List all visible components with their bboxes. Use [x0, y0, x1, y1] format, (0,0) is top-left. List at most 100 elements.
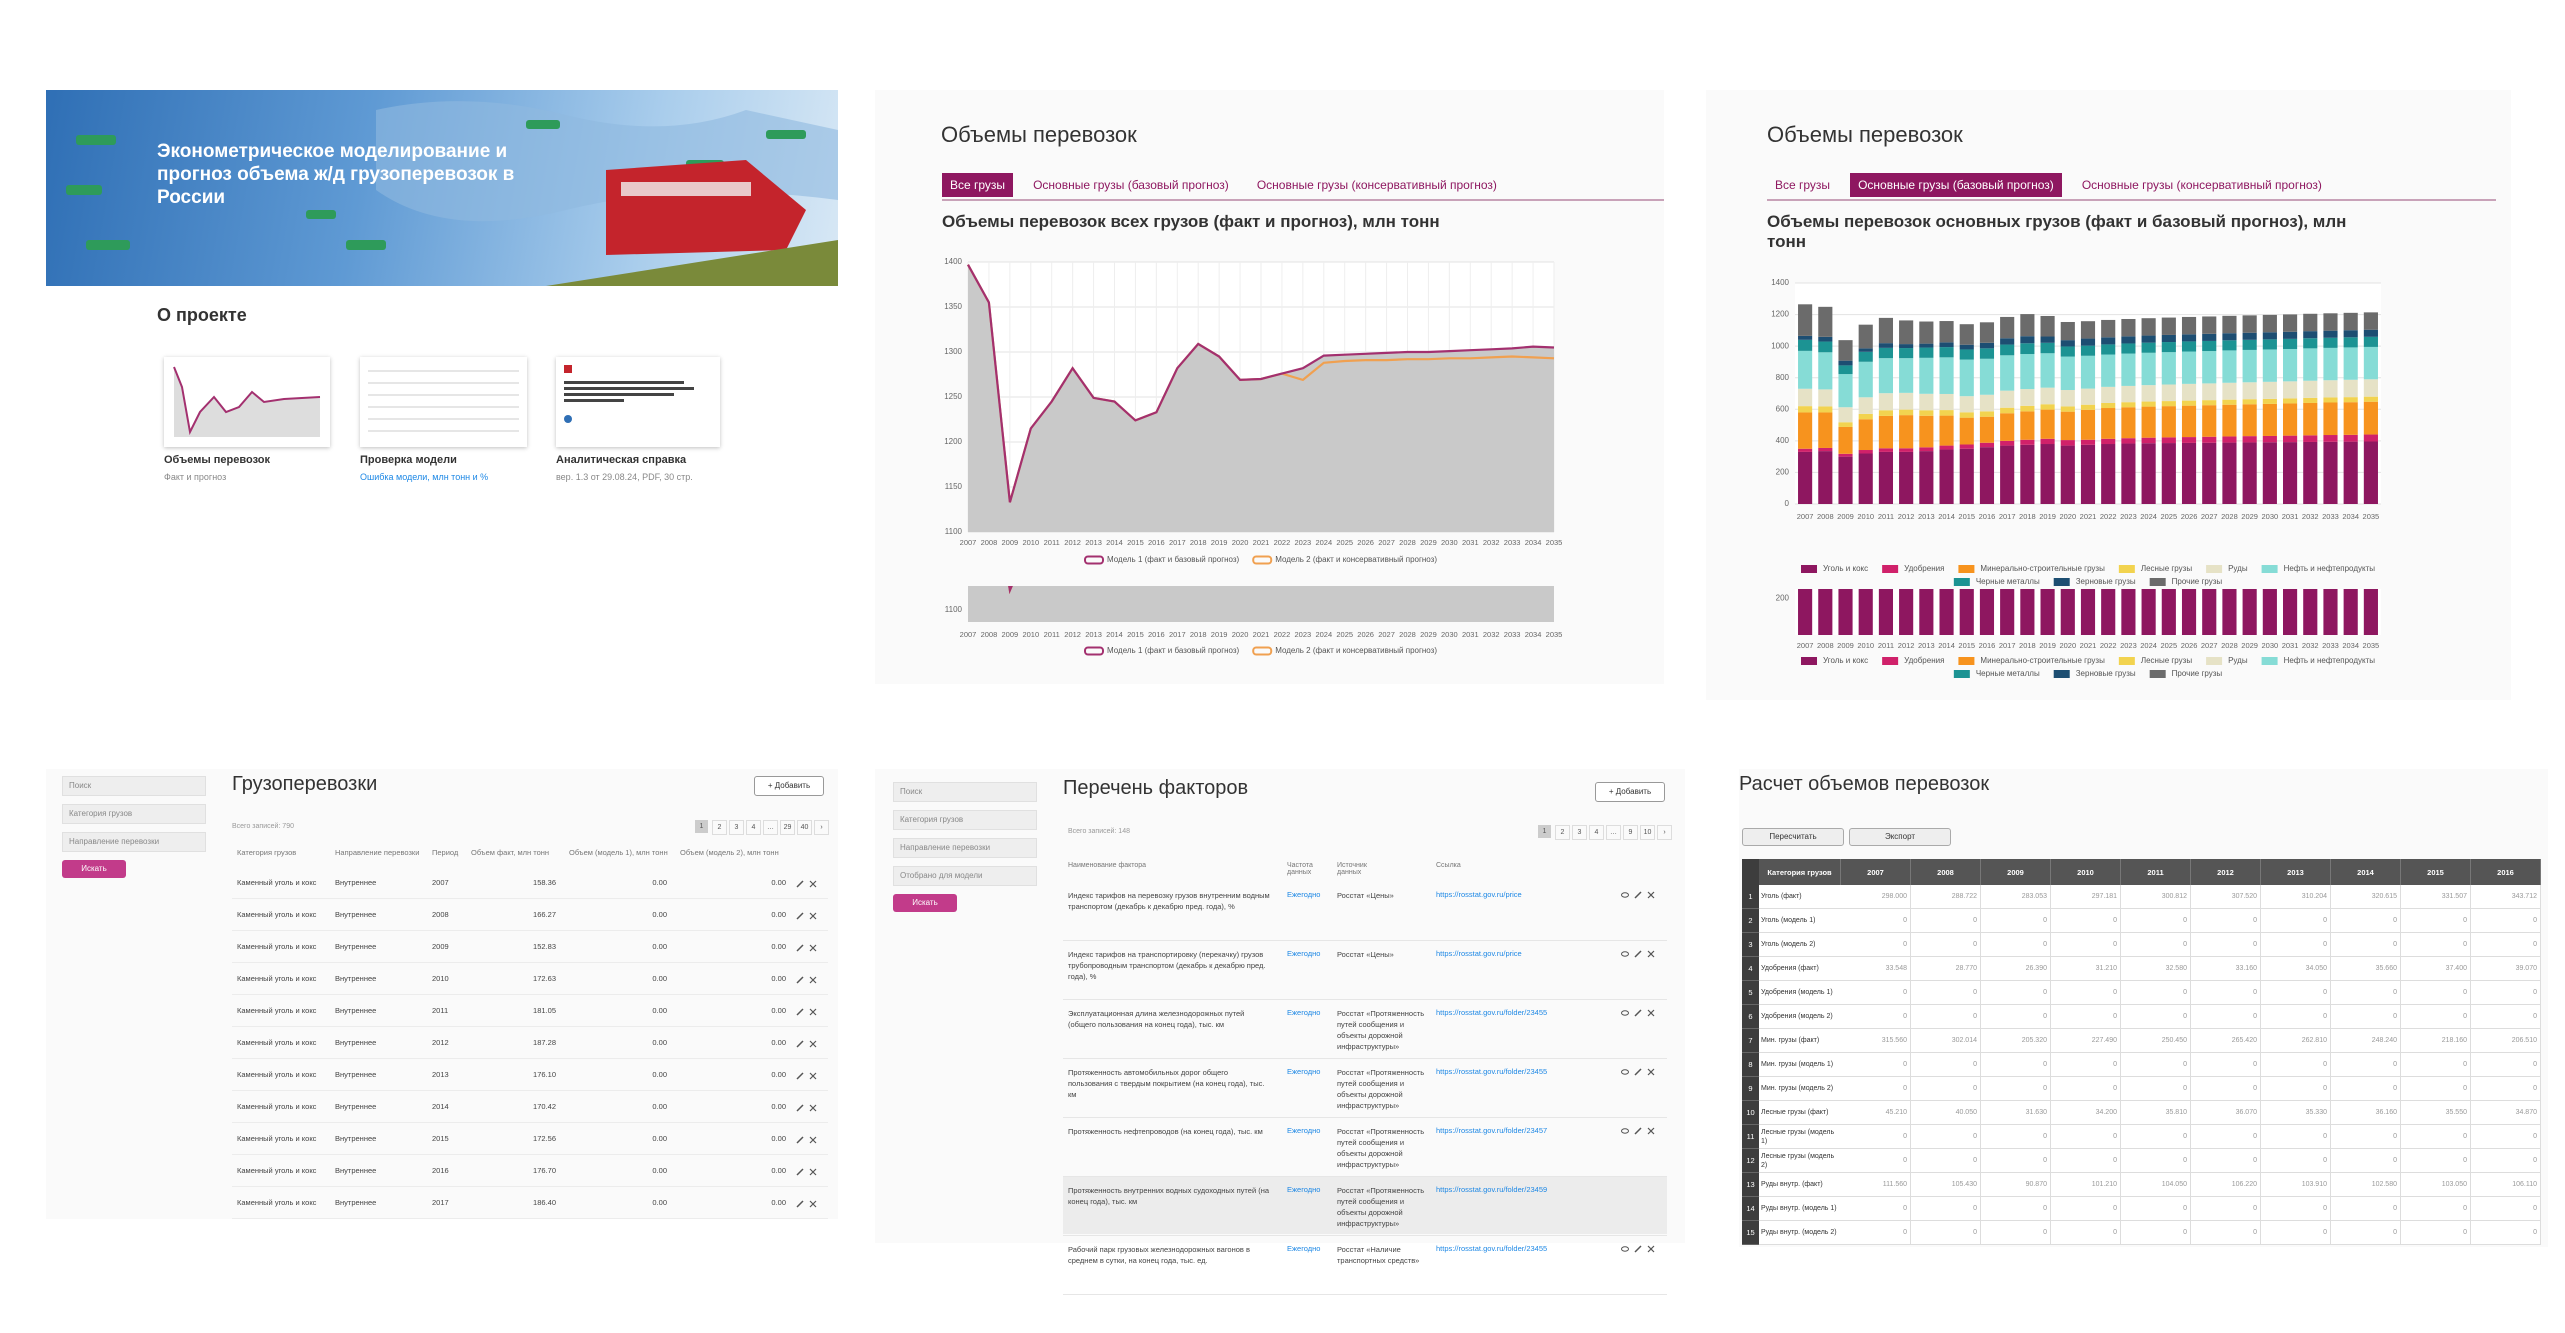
calc-cell[interactable]: 0 [2331, 1197, 2401, 1221]
calc-cell[interactable]: 106.220 [2191, 1173, 2261, 1197]
calc-cell[interactable]: 106.110 [2471, 1173, 2541, 1197]
factor-link[interactable]: https://rosstat.gov.ru/folder/23455 [1436, 1008, 1548, 1017]
page-link[interactable]: … [763, 820, 778, 835]
calc-cell[interactable]: 0 [2401, 1005, 2471, 1029]
filter-input[interactable]: Категория грузов [893, 810, 1037, 830]
calc-cell[interactable]: 40.050 [1911, 1101, 1981, 1125]
calc-cell[interactable]: 0 [1841, 1077, 1911, 1101]
calc-cell[interactable]: 0 [1981, 1221, 2051, 1245]
calc-cell[interactable]: 35.660 [2331, 957, 2401, 981]
calc-cell[interactable]: 0 [2401, 1077, 2471, 1101]
calc-cell[interactable]: 307.520 [2191, 885, 2261, 909]
calc-cell[interactable]: 0 [2401, 909, 2471, 933]
factor-link[interactable]: https://rosstat.gov.ru/price [1436, 890, 1522, 899]
calc-cell[interactable]: 0 [1841, 1221, 1911, 1245]
filter-input[interactable]: Направление перевозки [893, 838, 1037, 858]
tab[interactable]: Основные грузы (консервативный прогноз) [2081, 178, 2322, 192]
calc-cell[interactable]: 0 [2051, 1149, 2121, 1173]
page-link[interactable]: 4 [746, 820, 761, 835]
add-button[interactable]: + Добавить [754, 776, 824, 796]
calc-cell[interactable]: 248.240 [2331, 1029, 2401, 1053]
calc-cell[interactable]: 0 [1911, 1125, 1981, 1149]
calc-cell[interactable]: 103.050 [2401, 1173, 2471, 1197]
calc-cell[interactable]: 0 [2471, 1077, 2541, 1101]
page-link[interactable]: 4 [1589, 825, 1604, 840]
page-link[interactable]: 1 [1538, 825, 1551, 838]
calc-cell[interactable]: 0 [2121, 1197, 2191, 1221]
calc-cell[interactable]: 227.490 [2051, 1029, 2121, 1053]
filter-input[interactable]: Категория грузов [62, 804, 206, 824]
calc-cell[interactable]: 283.053 [1981, 885, 2051, 909]
page-link[interactable]: 3 [1572, 825, 1587, 840]
calc-cell[interactable]: 103.910 [2261, 1173, 2331, 1197]
calc-cell[interactable]: 300.812 [2121, 885, 2191, 909]
calc-cell[interactable]: 0 [2401, 1197, 2471, 1221]
calc-cell[interactable]: 205.320 [1981, 1029, 2051, 1053]
calc-button[interactable]: Пересчитать [1742, 828, 1844, 846]
calc-cell[interactable]: 0 [1911, 981, 1981, 1005]
calc-cell[interactable]: 0 [2331, 1077, 2401, 1101]
calc-cell[interactable]: 0 [2471, 1053, 2541, 1077]
calc-cell[interactable]: 28.770 [1911, 957, 1981, 981]
calc-cell[interactable]: 0 [2191, 1077, 2261, 1101]
calc-cell[interactable]: 0 [2331, 933, 2401, 957]
calc-cell[interactable]: 0 [2191, 1197, 2261, 1221]
calc-cell[interactable]: 0 [1841, 1125, 1911, 1149]
calc-cell[interactable]: 0 [2121, 1053, 2191, 1077]
calc-cell[interactable]: 0 [2051, 1221, 2121, 1245]
calc-cell[interactable]: 0 [2331, 1149, 2401, 1173]
calc-cell[interactable]: 206.510 [2471, 1029, 2541, 1053]
calc-cell[interactable]: 0 [2191, 1149, 2261, 1173]
page-link[interactable]: … [1606, 825, 1621, 840]
calc-cell[interactable]: 0 [1841, 1053, 1911, 1077]
calc-cell[interactable]: 297.181 [2051, 885, 2121, 909]
calc-cell[interactable]: 0 [2121, 909, 2191, 933]
calc-cell[interactable]: 39.070 [2471, 957, 2541, 981]
calc-cell[interactable]: 0 [2121, 1125, 2191, 1149]
calc-cell[interactable]: 0 [2051, 981, 2121, 1005]
calc-cell[interactable]: 105.430 [1911, 1173, 1981, 1197]
filter-input[interactable]: Направление перевозки [62, 832, 206, 852]
calc-cell[interactable]: 0 [2051, 1077, 2121, 1101]
calc-cell[interactable]: 0 [2051, 1005, 2121, 1029]
page-link[interactable]: 1 [695, 820, 708, 833]
calc-cell[interactable]: 0 [2191, 1053, 2261, 1077]
calc-cell[interactable]: 0 [2191, 1005, 2261, 1029]
page-link[interactable]: 2 [1555, 825, 1570, 840]
page-link[interactable]: › [814, 820, 829, 835]
calc-cell[interactable]: 0 [1911, 1149, 1981, 1173]
calc-cell[interactable]: 0 [2121, 1149, 2191, 1173]
page-link[interactable]: 29 [780, 820, 795, 835]
calc-cell[interactable]: 0 [2121, 1077, 2191, 1101]
calc-cell[interactable]: 0 [1981, 1197, 2051, 1221]
calc-cell[interactable]: 36.070 [2191, 1101, 2261, 1125]
calc-cell[interactable]: 0 [1911, 1053, 1981, 1077]
calc-cell[interactable]: 0 [2261, 1077, 2331, 1101]
calc-cell[interactable]: 0 [1981, 1053, 2051, 1077]
calc-cell[interactable]: 26.390 [1981, 957, 2051, 981]
calc-cell[interactable]: 0 [1841, 933, 1911, 957]
search-button[interactable]: Искать [893, 894, 957, 912]
calc-button[interactable]: Экспорт [1849, 828, 1951, 846]
calc-cell[interactable]: 343.712 [2471, 885, 2541, 909]
calc-cell[interactable]: 302.014 [1911, 1029, 1981, 1053]
factor-freq[interactable]: Ежегодно [1287, 949, 1321, 958]
calc-cell[interactable]: 331.507 [2401, 885, 2471, 909]
calc-cell[interactable]: 0 [1841, 909, 1911, 933]
factor-link[interactable]: https://rosstat.gov.ru/folder/23455 [1436, 1067, 1548, 1076]
calc-cell[interactable]: 0 [2331, 1221, 2401, 1245]
calc-cell[interactable]: 0 [1981, 1077, 2051, 1101]
calc-cell[interactable]: 31.210 [2051, 957, 2121, 981]
calc-cell[interactable]: 0 [2191, 1125, 2261, 1149]
calc-cell[interactable]: 0 [2331, 909, 2401, 933]
tab[interactable]: Основные грузы (консервативный прогноз) [1256, 178, 1497, 192]
calc-cell[interactable]: 0 [2471, 909, 2541, 933]
calc-cell[interactable]: 0 [2401, 1053, 2471, 1077]
calc-cell[interactable]: 0 [2261, 981, 2331, 1005]
calc-cell[interactable]: 310.204 [2261, 885, 2331, 909]
calc-cell[interactable]: 0 [2051, 1125, 2121, 1149]
calc-cell[interactable]: 45.210 [1841, 1101, 1911, 1125]
calc-cell[interactable]: 36.160 [2331, 1101, 2401, 1125]
tab[interactable]: Основные грузы (базовый прогноз) [1850, 173, 2062, 197]
calc-cell[interactable]: 37.400 [2401, 957, 2471, 981]
